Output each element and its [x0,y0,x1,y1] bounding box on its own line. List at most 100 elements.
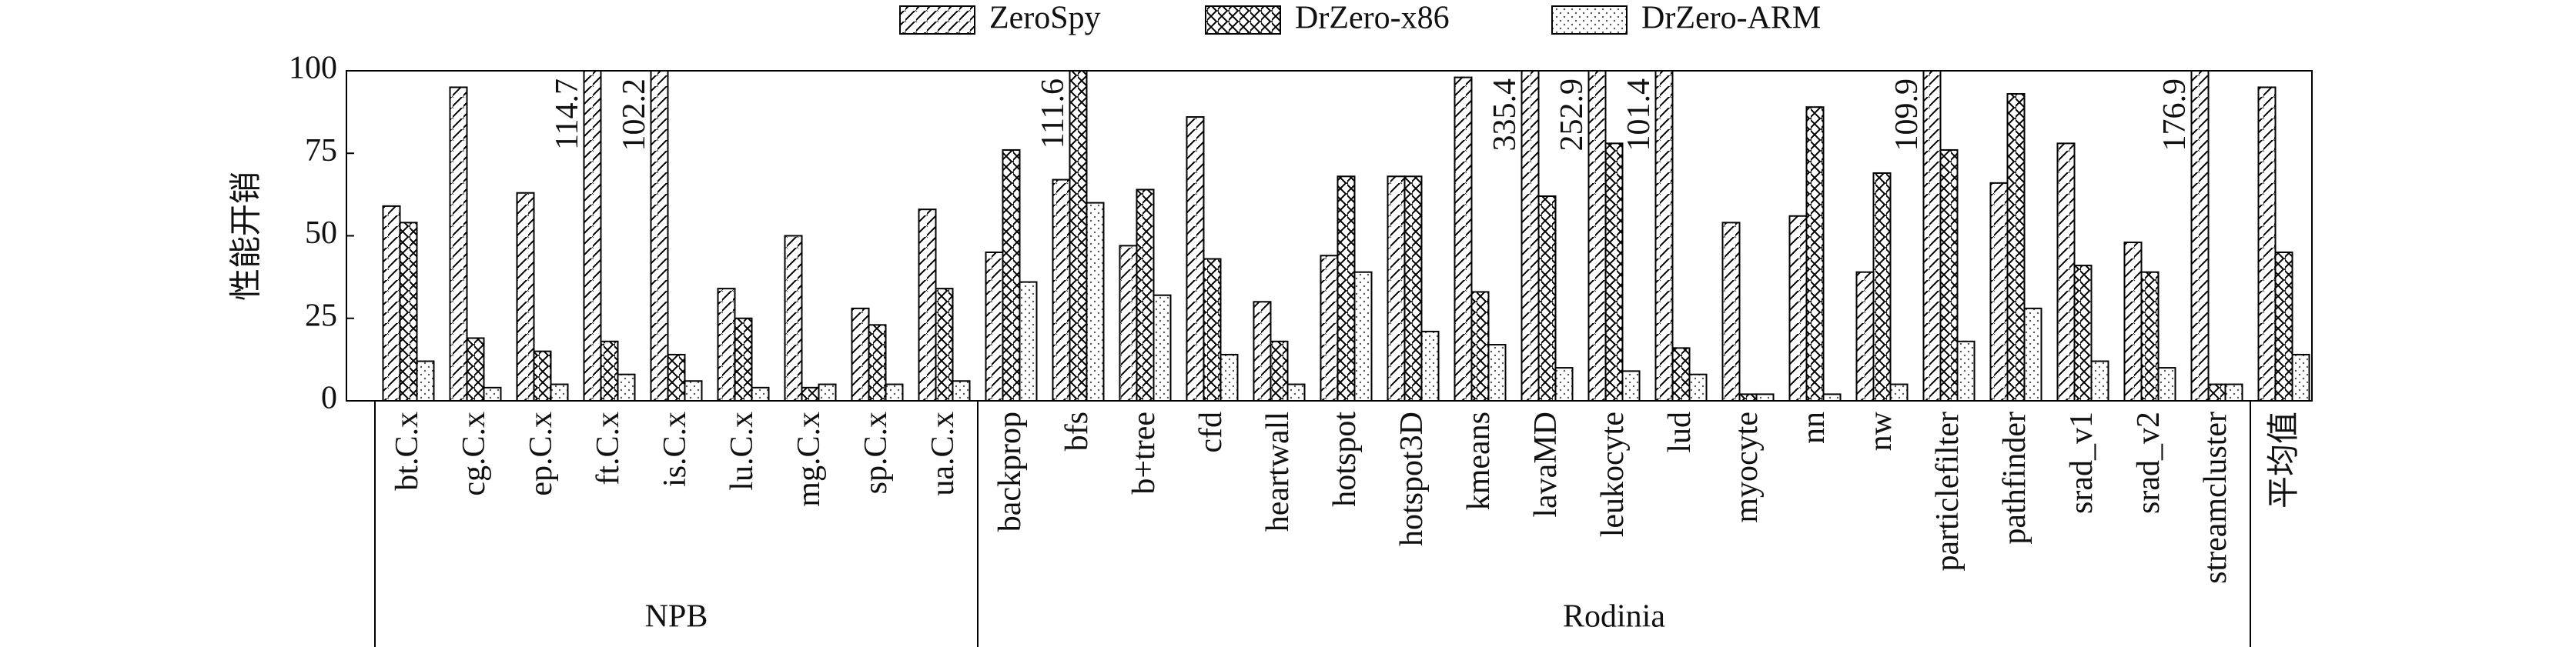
bar [667,353,686,402]
overflow-label: 114.7 [550,78,585,150]
bar [1621,370,1641,402]
bar [801,386,820,402]
bar [1403,175,1423,402]
x-tick-label: lavaMD [1528,412,1564,518]
bar [1186,116,1205,402]
bar [550,383,569,402]
x-tick-label: hotspot3D [1394,412,1430,546]
legend-label: ZeroSpy [989,1,1101,36]
bar [1086,202,1105,402]
bar [1119,245,1138,402]
bar [1420,330,1440,402]
y-tick-label: 50 [305,215,337,251]
bar [1219,353,1239,402]
bar [1688,373,1708,402]
x-tick-label: backprop [992,412,1028,532]
bar [1587,70,1607,402]
bar [617,373,636,402]
y-tick-label: 25 [305,298,337,333]
x-tick-label: hotspot [1327,412,1363,507]
bar [1554,367,1574,402]
bar [1353,271,1373,402]
y-axis-label: 性能开销 [227,172,265,301]
bar [1136,188,1155,402]
bar [2257,86,2277,402]
bar [918,208,937,402]
bar [1521,70,1540,402]
bar [382,205,401,402]
bar [2090,360,2109,402]
bar [1855,271,1875,402]
bar [2140,271,2159,402]
bar [516,192,535,402]
bar [751,386,770,402]
bar [2274,251,2293,402]
x-tick-label: ft.C.x [590,412,626,485]
bar [1721,222,1741,402]
bar [1537,195,1557,402]
bar [1822,393,1842,402]
bar [1671,347,1691,402]
bar [1755,393,1775,402]
bar [734,317,753,402]
bar [868,324,887,402]
bar [1654,70,1674,402]
overflow-label: 101.4 [1621,78,1657,152]
legend-label: DrZero-x86 [1295,1,1450,36]
bar [952,380,971,402]
legend-swatch [1205,5,1281,35]
bar [684,380,703,402]
bar [600,340,619,402]
overflow-label: 109.9 [1889,78,1925,152]
bar [1788,215,1808,402]
overflow-label: 335.4 [1487,78,1523,152]
x-tick-label: particlefilter [1930,412,1965,572]
bar [1387,175,1406,402]
bar [1203,258,1222,402]
plot-frame [346,70,2313,402]
bar [1454,76,1473,402]
bar [466,337,485,402]
x-tick-label: srad_v1 [2064,412,2099,514]
x-tick-label: heartwall [1260,412,1296,532]
x-tick-label: sp.C.x [858,412,894,494]
bar [1337,175,1356,402]
bar [818,383,837,402]
bar [1270,340,1289,402]
bar [1002,148,1021,402]
bar [1487,344,1507,402]
group-label: NPB [645,599,708,635]
bar [2123,242,2143,402]
x-tick-label: cfd [1193,412,1229,453]
x-tick-label: lu.C.x [724,412,760,491]
x-tick-label: cg.C.x [457,412,492,496]
bar [784,235,803,402]
bar [399,222,418,402]
bar [851,307,870,402]
x-tick-label: 平均值 [2264,412,2302,509]
x-tick-label: nn [1796,412,1832,444]
bar [449,86,468,402]
bar [2073,265,2093,402]
bar [1889,383,1909,402]
bar [650,70,669,402]
legend-swatch [899,5,975,35]
bar [1738,393,1758,402]
bar [2207,383,2226,402]
x-tick-label: bfs [1059,412,1095,451]
bar [1805,106,1825,402]
x-tick-label: ep.C.x [524,412,559,496]
x-tick-label: nw [1863,411,1899,451]
bar [483,386,502,402]
bar [2157,367,2176,402]
overflow-label: 102.2 [617,78,652,152]
bar [1939,148,1959,402]
bar [2190,70,2210,402]
y-tick-label: 100 [289,51,337,86]
bar [717,288,736,402]
bar [1922,70,1942,402]
overflow-label: 252.9 [1554,78,1590,152]
x-tick-label: myocyte [1729,412,1765,523]
overflow-label: 111.6 [1035,78,1071,148]
x-tick-label: ua.C.x [925,412,961,496]
